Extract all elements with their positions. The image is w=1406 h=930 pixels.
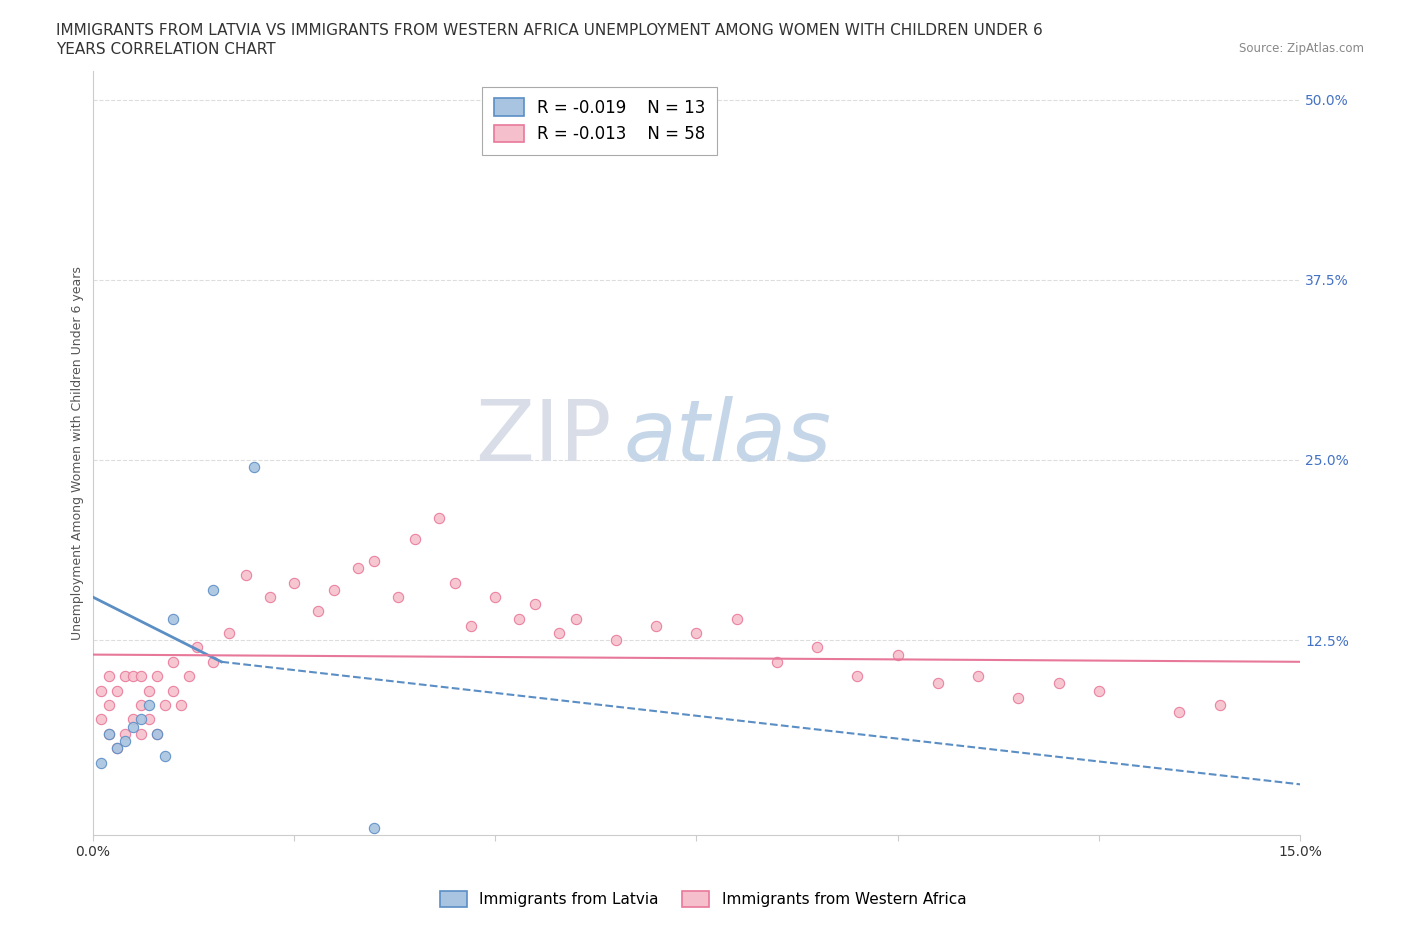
Point [202, 582, 225, 597]
Point [146, 726, 169, 741]
Point [138, 684, 160, 698]
Text: ZIP: ZIP [475, 396, 612, 479]
Point [387, 590, 409, 604]
Point [129, 669, 152, 684]
Point [508, 611, 530, 626]
Point [460, 618, 482, 633]
Point [129, 712, 152, 727]
Point [153, 748, 176, 763]
Point [97, 669, 120, 684]
Y-axis label: Unemployment Among Women with Children Under 6 years: Unemployment Among Women with Children U… [72, 266, 84, 640]
Point [114, 726, 136, 741]
Point [347, 561, 370, 576]
Point [114, 734, 136, 749]
Point [218, 626, 240, 641]
Legend: Immigrants from Latvia, Immigrants from Western Africa: Immigrants from Latvia, Immigrants from … [433, 884, 973, 913]
Point [307, 604, 329, 618]
Text: atlas: atlas [624, 396, 832, 479]
Point [121, 712, 143, 727]
Point [170, 698, 193, 712]
Point [363, 820, 385, 835]
Point [105, 741, 128, 756]
Point [129, 726, 152, 741]
Point [927, 676, 949, 691]
Point [605, 632, 627, 647]
Point [105, 741, 128, 756]
Point [323, 582, 346, 597]
Point [524, 597, 547, 612]
Point [97, 698, 120, 712]
Point [146, 726, 169, 741]
Point [886, 647, 908, 662]
Point [548, 626, 571, 641]
Point [186, 640, 208, 655]
Point [685, 626, 707, 641]
Text: IMMIGRANTS FROM LATVIA VS IMMIGRANTS FROM WESTERN AFRICA UNEMPLOYMENT AMONG WOME: IMMIGRANTS FROM LATVIA VS IMMIGRANTS FRO… [56, 23, 1043, 38]
Point [114, 669, 136, 684]
Point [1007, 690, 1029, 705]
Text: YEARS CORRELATION CHART: YEARS CORRELATION CHART [56, 42, 276, 57]
Point [235, 568, 257, 583]
Point [404, 532, 426, 547]
Point [1168, 705, 1191, 720]
Point [564, 611, 586, 626]
Point [162, 655, 184, 670]
Point [766, 655, 789, 670]
Point [162, 611, 184, 626]
Point [90, 712, 112, 727]
Point [443, 575, 465, 590]
Point [90, 755, 112, 770]
Point [242, 459, 264, 474]
Point [846, 669, 869, 684]
Point [121, 719, 143, 734]
Point [725, 611, 748, 626]
Point [363, 553, 385, 568]
Point [202, 655, 225, 670]
Point [645, 618, 668, 633]
Point [1088, 684, 1111, 698]
Point [1208, 698, 1230, 712]
Point [484, 590, 506, 604]
Point [259, 590, 281, 604]
Point [1047, 676, 1070, 691]
Legend: R = -0.019    N = 13, R = -0.013    N = 58: R = -0.019 N = 13, R = -0.013 N = 58 [482, 86, 717, 154]
Point [967, 669, 990, 684]
Point [97, 726, 120, 741]
Point [105, 684, 128, 698]
Point [97, 726, 120, 741]
Point [162, 684, 184, 698]
Text: Source: ZipAtlas.com: Source: ZipAtlas.com [1239, 42, 1364, 55]
Point [121, 669, 143, 684]
Point [146, 669, 169, 684]
Point [138, 698, 160, 712]
Point [138, 712, 160, 727]
Point [153, 698, 176, 712]
Point [129, 698, 152, 712]
Point [90, 684, 112, 698]
Point [283, 575, 305, 590]
Point [179, 669, 201, 684]
Point [427, 511, 450, 525]
Point [806, 640, 828, 655]
